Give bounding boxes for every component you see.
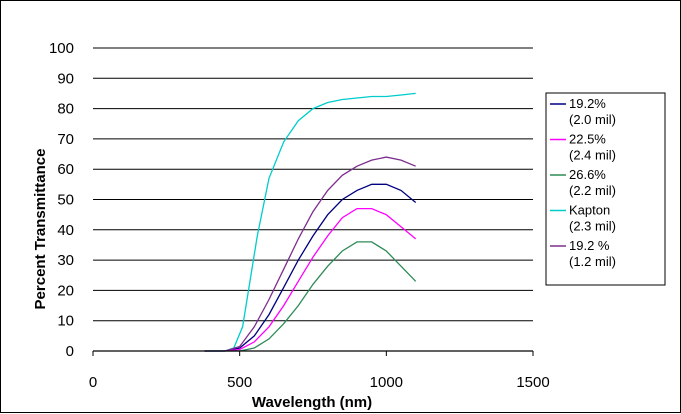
axes: [92, 350, 534, 356]
legend-label: (2.4 mil): [569, 148, 616, 163]
legend-label: 19.2 %: [569, 238, 610, 253]
legend-item: 19.2 %(1.2 mil): [550, 238, 616, 269]
legend-item: 26.6%(2.2 mil): [550, 167, 616, 198]
series-lines: [204, 92, 417, 352]
series-line-1: [204, 183, 417, 352]
y-tick-label: 50: [57, 192, 74, 209]
legend-item: Kapton(2.3 mil): [550, 203, 616, 234]
legend-label: (2.0 mil): [569, 112, 616, 127]
legend-item: 22.5%(2.4 mil): [550, 132, 616, 163]
y-tick-label: 100: [49, 40, 74, 57]
legend-item: 19.2%(2.0 mil): [550, 96, 616, 127]
legend-label: Kapton: [569, 203, 610, 218]
x-tick-label: 1500: [516, 374, 549, 391]
y-tick-label: 40: [57, 222, 74, 239]
y-tick-label: 70: [57, 131, 74, 148]
x-tick-label: 500: [227, 374, 252, 391]
legend-items: 19.2%(2.0 mil) 22.5%(2.4 mil) 26.6%(2.2 mi…: [550, 96, 616, 269]
series-line-2: [204, 207, 417, 352]
series-line-3: [204, 241, 417, 352]
y-axis-title: Percent Transmittance: [32, 149, 49, 310]
series-line-5: [204, 156, 416, 352]
y-tick-label: 60: [57, 161, 74, 178]
legend-box: [545, 92, 666, 286]
y-tick-label: 10: [57, 313, 74, 330]
y-tick-label: 90: [57, 70, 74, 87]
legend-label: (2.2 mil): [569, 183, 616, 198]
x-tick-label: 1000: [370, 374, 403, 391]
y-tick-label: 20: [57, 282, 74, 299]
legend-label: (1.2 mil): [569, 254, 616, 269]
series-line-4: [204, 92, 416, 352]
legend-label: (2.3 mil): [569, 219, 616, 234]
legend: 19.2%(2.0 mil) 22.5%(2.4 mil) 26.6%(2.2 mi…: [545, 92, 666, 286]
y-tick-label: 30: [57, 252, 74, 269]
x-axis-title: Wavelength (nm): [252, 394, 372, 411]
legend-label: 22.5%: [569, 132, 606, 147]
legend-label: 26.6%: [569, 167, 606, 182]
x-tick-label: 0: [89, 374, 97, 391]
y-tick-label: 0: [66, 343, 74, 360]
legend-label: 19.2%: [569, 96, 606, 111]
gridlines: [93, 47, 533, 322]
y-tick-label: 80: [57, 101, 74, 118]
